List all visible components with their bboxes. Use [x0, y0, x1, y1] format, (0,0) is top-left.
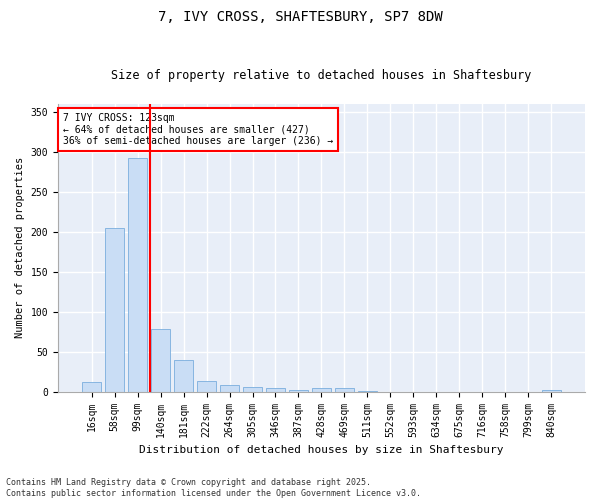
Bar [311, 388, 331, 392]
Bar [358, 391, 377, 392]
Bar [197, 382, 217, 392]
Text: 7 IVY CROSS: 123sqm
← 64% of detached houses are smaller (427)
36% of semi-detac: 7 IVY CROSS: 123sqm ← 64% of detached ho… [63, 112, 334, 146]
Bar [266, 388, 285, 392]
Bar [289, 390, 308, 392]
Y-axis label: Number of detached properties: Number of detached properties [15, 157, 25, 338]
X-axis label: Distribution of detached houses by size in Shaftesbury: Distribution of detached houses by size … [139, 445, 504, 455]
Text: Contains HM Land Registry data © Crown copyright and database right 2025.
Contai: Contains HM Land Registry data © Crown c… [6, 478, 421, 498]
Bar [151, 330, 170, 392]
Bar [128, 158, 148, 392]
Bar [220, 386, 239, 392]
Bar [243, 387, 262, 392]
Bar [174, 360, 193, 392]
Bar [105, 228, 124, 392]
Bar [335, 388, 354, 392]
Title: Size of property relative to detached houses in Shaftesbury: Size of property relative to detached ho… [111, 69, 532, 82]
Bar [82, 382, 101, 392]
Text: 7, IVY CROSS, SHAFTESBURY, SP7 8DW: 7, IVY CROSS, SHAFTESBURY, SP7 8DW [158, 10, 442, 24]
Bar [542, 390, 561, 392]
